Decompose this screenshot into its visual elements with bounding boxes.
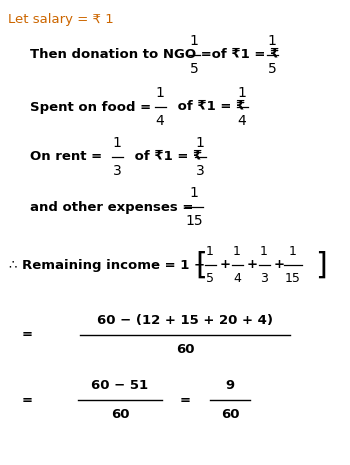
Text: 5: 5 <box>206 272 214 285</box>
Text: of ₹1 = ₹: of ₹1 = ₹ <box>173 100 245 113</box>
Text: 1: 1 <box>113 136 121 150</box>
Text: 60 − 51: 60 − 51 <box>91 379 148 392</box>
Text: 1: 1 <box>190 34 198 48</box>
Text: 1: 1 <box>267 34 276 48</box>
Text: On rent =: On rent = <box>30 151 107 164</box>
Text: ∴: ∴ <box>8 259 16 272</box>
Text: of ₹1 = ₹: of ₹1 = ₹ <box>207 48 279 61</box>
Text: 1: 1 <box>289 245 297 258</box>
Text: Spent on food =: Spent on food = <box>30 100 156 113</box>
Text: =: = <box>22 328 33 341</box>
Text: Remaining income = 1 −: Remaining income = 1 − <box>22 259 210 272</box>
Text: 1: 1 <box>238 86 246 100</box>
Text: 1: 1 <box>260 245 268 258</box>
Text: 60: 60 <box>221 408 239 421</box>
Text: Let salary = ₹ 1: Let salary = ₹ 1 <box>8 13 114 26</box>
Text: 3: 3 <box>260 272 268 285</box>
Text: 60: 60 <box>176 343 194 356</box>
Text: =: = <box>180 393 191 406</box>
Text: 5: 5 <box>190 62 198 76</box>
Text: [: [ <box>195 251 207 279</box>
Text: 15: 15 <box>285 272 301 285</box>
Text: +: + <box>220 259 231 272</box>
Text: 3: 3 <box>113 164 121 178</box>
Text: 1: 1 <box>155 86 164 100</box>
Text: and other expenses =: and other expenses = <box>30 200 198 213</box>
Text: 60: 60 <box>111 408 129 421</box>
Text: of ₹1 = ₹: of ₹1 = ₹ <box>130 151 202 164</box>
Text: Then donation to NGO =: Then donation to NGO = <box>30 48 216 61</box>
Text: =: = <box>22 393 33 406</box>
Text: ]: ] <box>315 251 327 279</box>
Text: 9: 9 <box>225 379 234 392</box>
Text: 1: 1 <box>233 245 241 258</box>
Text: 5: 5 <box>268 62 276 76</box>
Text: 4: 4 <box>238 114 246 128</box>
Text: 1: 1 <box>206 245 214 258</box>
Text: 15: 15 <box>185 214 203 228</box>
Text: 4: 4 <box>156 114 164 128</box>
Text: +: + <box>274 259 285 272</box>
Text: 60 − (12 + 15 + 20 + 4): 60 − (12 + 15 + 20 + 4) <box>97 314 273 327</box>
Text: 3: 3 <box>196 164 204 178</box>
Text: +: + <box>247 259 258 272</box>
Text: 1: 1 <box>190 186 198 200</box>
Text: 4: 4 <box>233 272 241 285</box>
Text: 1: 1 <box>196 136 204 150</box>
